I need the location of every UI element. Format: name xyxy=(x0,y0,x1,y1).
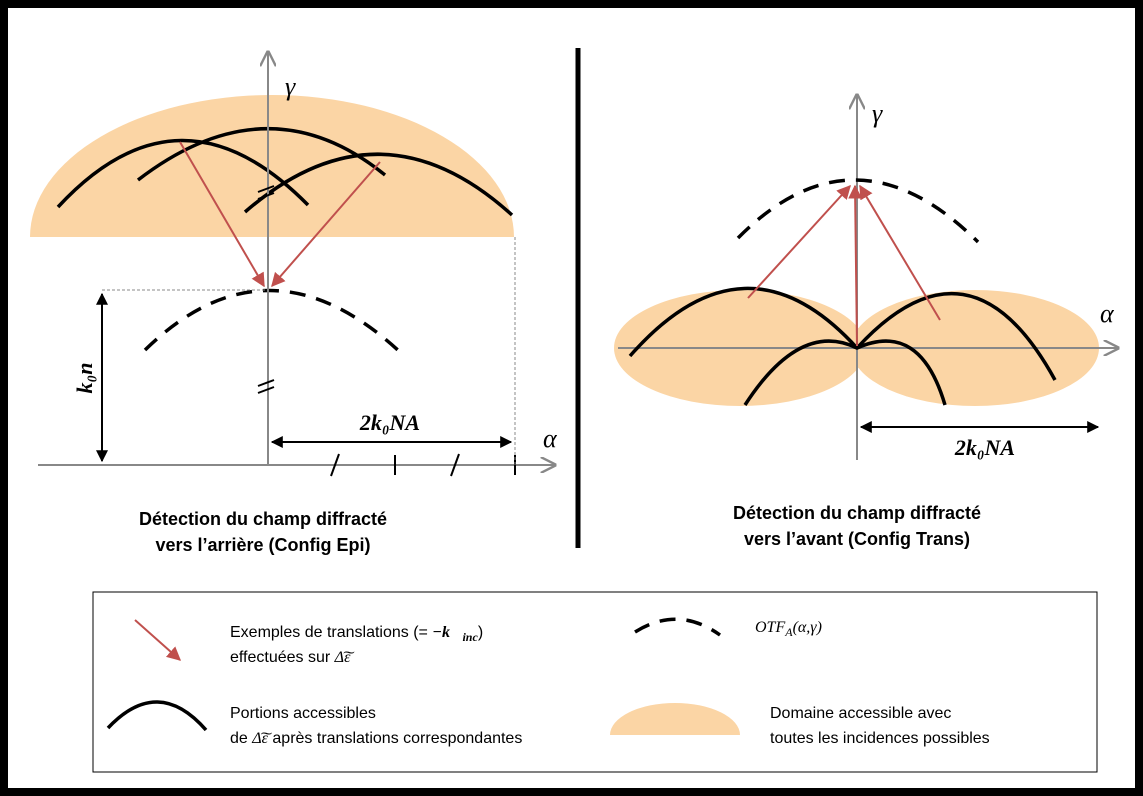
legend-domain xyxy=(610,703,740,735)
width-label: 2k₀NA xyxy=(359,410,420,435)
otf xyxy=(143,288,402,354)
axis-label: γ xyxy=(872,99,883,128)
legend-arc xyxy=(106,700,208,732)
left-panel: γ α k₀n 2k₀NA Détection du champ diffrac… xyxy=(30,52,558,555)
legend-text: OTFA(α,γ) xyxy=(755,619,822,639)
legend-text: Exemples de translations (= −k⃗inc) xyxy=(230,624,483,644)
axis-label: α xyxy=(543,424,558,453)
legend-text: toutes les incidences possibles xyxy=(770,730,990,747)
right-panel: γ α 2k₀NA Détection du champ diffracté v… xyxy=(614,95,1118,549)
legend-text: Portions accessibles xyxy=(230,705,376,722)
arc xyxy=(628,286,859,358)
height-label: k₀n xyxy=(72,363,97,394)
translation-arrow xyxy=(271,161,381,288)
otf xyxy=(736,178,980,244)
width-label: 2k₀NA xyxy=(954,435,1015,460)
translation-arrow xyxy=(859,184,941,321)
legend-text: de Δ͠ε après translations correspondante… xyxy=(230,730,522,747)
arc xyxy=(743,339,947,406)
axis-label: γ xyxy=(285,72,296,101)
legend-otf xyxy=(634,617,722,637)
legend: Exemples de translations (= −k⃗inc) effe… xyxy=(92,591,1098,773)
ticks xyxy=(257,185,516,477)
legend-box xyxy=(92,591,1098,773)
translation-arrow xyxy=(848,184,863,347)
caption: vers l’avant (Config Trans) xyxy=(744,529,970,549)
caption: vers l’arrière (Config Epi) xyxy=(155,535,370,555)
arc xyxy=(56,138,310,209)
translation-arrow xyxy=(179,141,265,288)
axis-label: α xyxy=(1100,299,1115,328)
arc xyxy=(243,152,514,217)
legend-text: Domaine accessible avec xyxy=(770,705,951,722)
guides xyxy=(102,237,516,465)
arc xyxy=(855,291,1057,381)
translation-arrow xyxy=(747,184,851,299)
domain xyxy=(30,95,514,237)
caption: Détection du champ diffracté xyxy=(139,509,387,529)
arc xyxy=(136,127,387,182)
legend-text: effectuées sur Δ͠ε xyxy=(230,649,355,666)
legend-arrow xyxy=(134,619,182,661)
caption: Détection du champ diffracté xyxy=(733,503,981,523)
